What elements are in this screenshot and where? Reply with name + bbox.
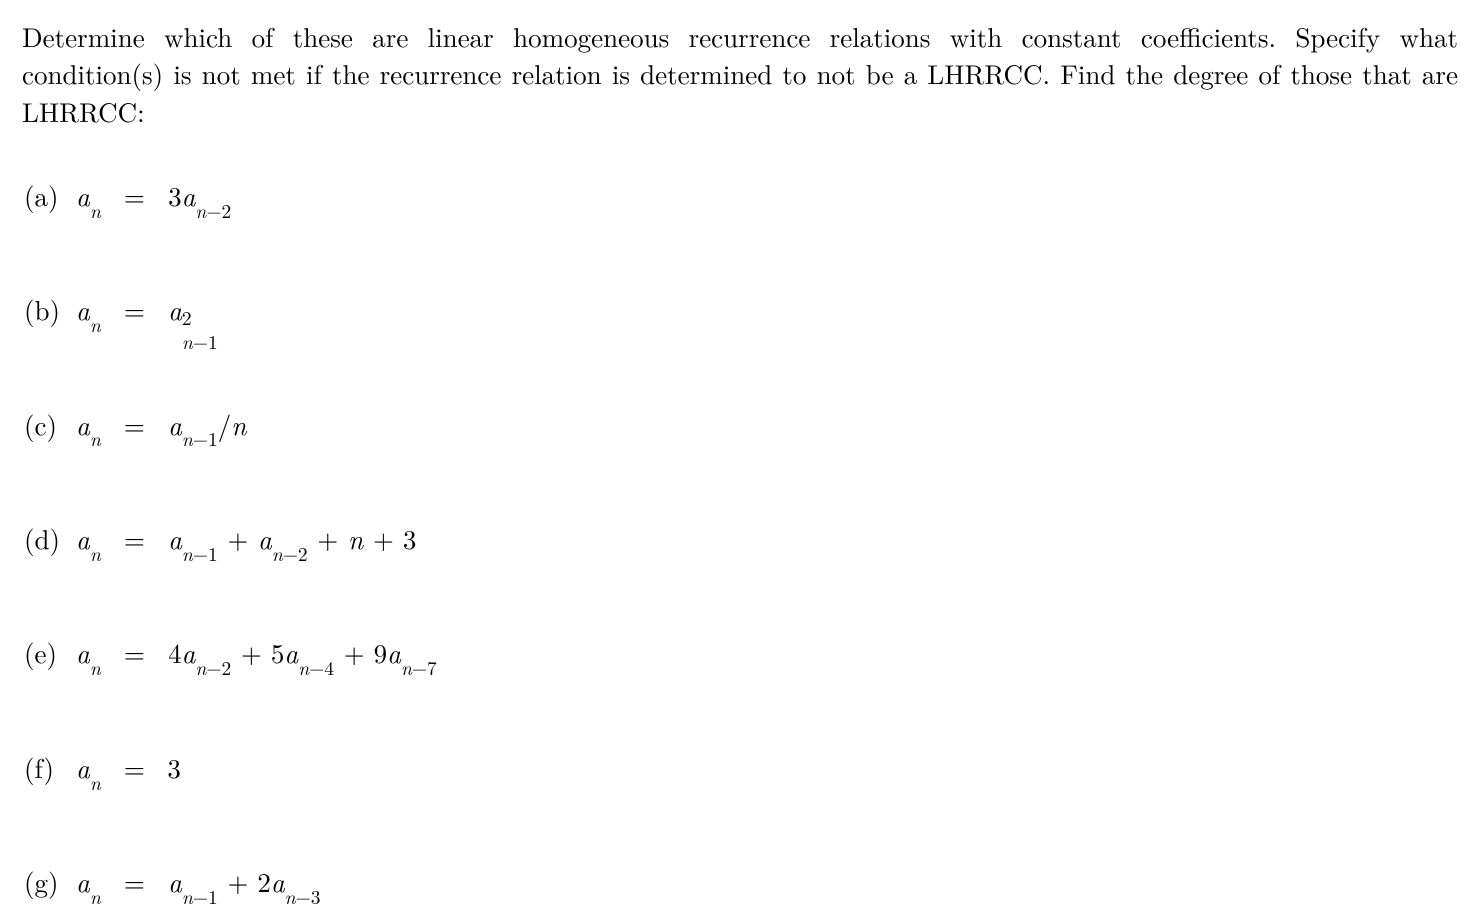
item-equation: an = 3	[76, 748, 181, 790]
item-equation: an = an−1/n	[76, 405, 246, 447]
item-label: (e)	[24, 633, 76, 671]
item-a: (a) an = 3an−2	[24, 176, 1458, 218]
page: Determine which of these are linear homo…	[0, 0, 1480, 904]
item-f: (f) an = 3	[24, 748, 1458, 790]
item-equation: an = 3an−2	[76, 176, 231, 218]
problem-prompt: Determine which of these are linear homo…	[22, 18, 1458, 130]
item-label: (d)	[24, 519, 76, 557]
item-equation: an = a2n−1	[76, 290, 206, 332]
item-label: (g)	[24, 862, 76, 900]
item-equation: an = 4an−2 + 5an−4 + 9an−7	[76, 633, 437, 675]
item-equation: an = an−1 + an−2 + n + 3	[76, 519, 416, 561]
item-b: (b) an = a2n−1	[24, 290, 1458, 332]
item-c: (c) an = an−1/n	[24, 405, 1458, 447]
item-equation: an = an−1 + 2an−3	[76, 862, 320, 904]
item-label: (a)	[24, 176, 76, 214]
item-list: (a) an = 3an−2 (b) an = a2n−1 (c) an = a…	[22, 176, 1458, 905]
item-label: (f)	[24, 748, 76, 786]
item-d: (d) an = an−1 + an−2 + n + 3	[24, 519, 1458, 561]
item-g: (g) an = an−1 + 2an−3	[24, 862, 1458, 904]
item-label: (b)	[24, 290, 76, 328]
item-e: (e) an = 4an−2 + 5an−4 + 9an−7	[24, 633, 1458, 675]
item-label: (c)	[24, 405, 76, 443]
